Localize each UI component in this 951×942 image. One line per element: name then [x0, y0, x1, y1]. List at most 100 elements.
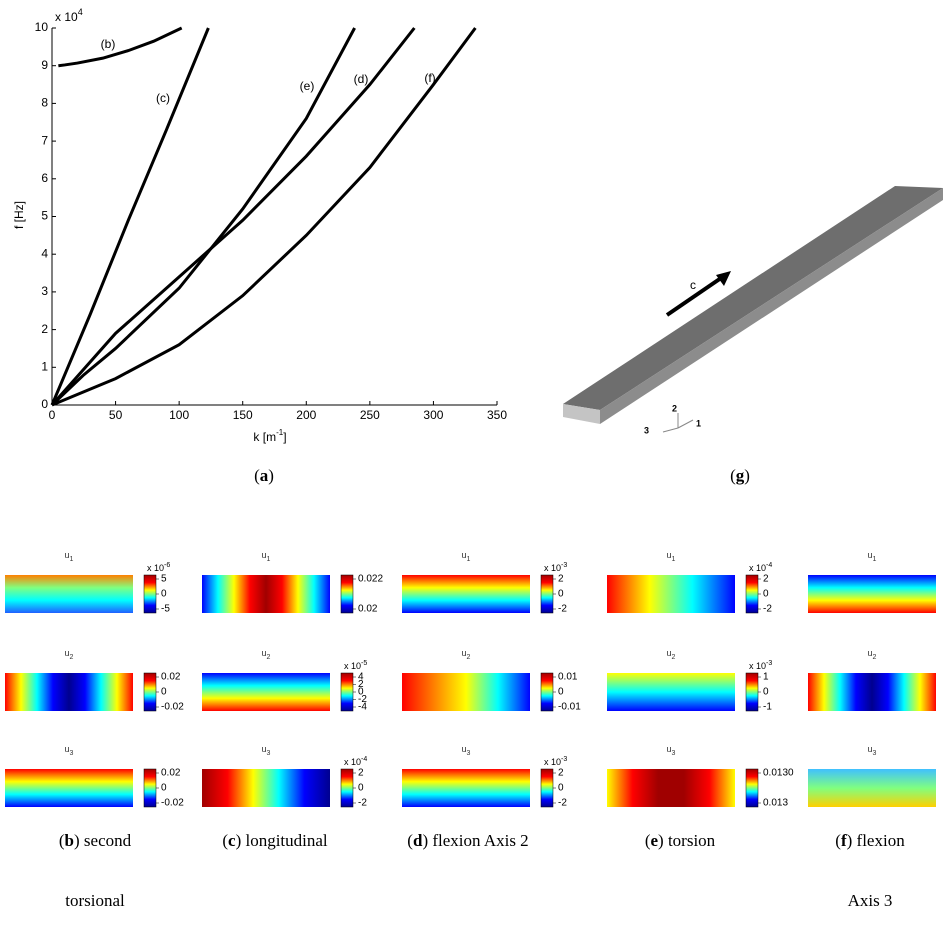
panel-title: u1 [868, 550, 877, 562]
multiplier-base: x 10 [544, 757, 561, 767]
panel-title-sub: 3 [873, 750, 877, 757]
panel-title-base: u [667, 744, 672, 754]
caption-open: ( [730, 466, 736, 485]
heatmap [202, 673, 330, 711]
panel-title-sub: 2 [267, 654, 271, 661]
colorbar-multiplier: x 10-4 [344, 756, 367, 768]
panel-title-sub: 1 [267, 556, 271, 563]
bar-top [563, 186, 943, 410]
heatmap [5, 769, 133, 807]
panel-title-base: u [462, 648, 467, 658]
heatmap [402, 575, 530, 613]
colorbar-label: 0.022 [358, 574, 383, 585]
colorbar-label: 0 [558, 589, 564, 600]
colorbar-label: 4 [358, 672, 364, 683]
colorbar-label: -4 [358, 702, 367, 713]
multiplier-base: x 10 [749, 661, 766, 671]
heatmap [5, 673, 133, 711]
multiplier-base: x 10 [749, 563, 766, 573]
heatmap [202, 769, 330, 807]
x-tick-label: 50 [109, 408, 123, 422]
y-tick-label: 0 [41, 397, 48, 411]
multiplier-exp: -4 [361, 756, 367, 763]
caption-open: ( [222, 831, 228, 850]
caption-letter: f [841, 831, 847, 850]
multiplier-exp: -3 [561, 756, 567, 763]
colorbar-label: 0.0130 [763, 768, 794, 779]
curve [50, 27, 356, 407]
colorbar-multiplier: x 10-5 [344, 660, 367, 672]
colorbar-label: 0.02 [161, 672, 181, 683]
panel-title-base: u [262, 550, 267, 560]
caption-open: ( [645, 831, 651, 850]
heatmap [5, 575, 133, 613]
colorbar-label: 0 [763, 687, 769, 698]
heatmap [202, 575, 330, 613]
caption: (c) longitudinal [222, 831, 328, 850]
colorbar [540, 768, 554, 808]
caption-rest: ) second [74, 831, 132, 850]
axis-multiplier: x 104 [55, 7, 83, 24]
panel-title-sub: 3 [672, 750, 676, 757]
colorbar-label: 0.02 [358, 604, 378, 615]
curve-label: (d) [354, 72, 369, 86]
y-tick-label: 10 [35, 20, 49, 34]
curve [58, 26, 183, 68]
caption-line2: Axis 3 [848, 891, 893, 910]
colorbar-label: 5 [161, 574, 167, 585]
y-tick-label: 3 [41, 284, 48, 298]
colorbar [340, 574, 354, 614]
multiplier-exp: -3 [766, 660, 772, 667]
heatmap [808, 769, 936, 807]
heatmap [808, 575, 936, 613]
colorbar-label: -0.02 [161, 798, 184, 809]
y-tick-label: 5 [41, 209, 48, 223]
multiplier-base: x 10 [344, 661, 361, 671]
panel-title-base: u [868, 648, 873, 658]
x-tick-label: 350 [487, 408, 507, 422]
panel-title: u2 [868, 648, 877, 660]
colorbar-label: 2 [558, 768, 564, 779]
y-tick-label: 7 [41, 133, 48, 147]
colorbar-label: -0.01 [558, 702, 581, 713]
panel-title-sub: 1 [467, 556, 471, 563]
heatmap [402, 769, 530, 807]
multiplier-base: x 10 [147, 563, 164, 573]
caption-open: ( [835, 831, 841, 850]
curve [50, 27, 416, 406]
heatmap [402, 673, 530, 711]
multiplier-base: x 10 [544, 563, 561, 573]
panel-title-sub: 3 [267, 750, 271, 757]
panel-title: u3 [868, 744, 877, 756]
heatmap [607, 769, 735, 807]
caption-letter: e [650, 831, 658, 850]
x-tick-label: 250 [360, 408, 380, 422]
y-tick-label: 1 [41, 359, 48, 373]
panel-title: u1 [462, 550, 471, 562]
panel-title-base: u [667, 648, 672, 658]
colorbar [143, 672, 157, 712]
caption: (d) flexion Axis 2 [407, 831, 528, 850]
colorbar-label: -2 [558, 798, 567, 809]
bar-end [563, 404, 600, 424]
y-axis-label: f [Hz] [12, 201, 26, 229]
caption-open: ( [254, 466, 260, 485]
panel-title: u1 [262, 550, 271, 562]
panel-title-sub: 2 [70, 654, 74, 661]
colorbar-label: 1 [763, 672, 769, 683]
panel-title-base: u [667, 550, 672, 560]
panel-title: u2 [462, 648, 471, 660]
axis [677, 419, 694, 429]
heatmap [607, 673, 735, 711]
colorbar-label: -2 [763, 604, 772, 615]
x-tick-label: 200 [296, 408, 316, 422]
y-tick-label: 4 [41, 246, 48, 260]
caption-letter: b [65, 831, 74, 850]
colorbar-label: -1 [763, 702, 772, 713]
caption: (g) [730, 466, 750, 485]
curve [51, 27, 477, 407]
colorbar [540, 574, 554, 614]
colorbar-label: -5 [161, 604, 170, 615]
caption-rest: ) torsion [658, 831, 716, 850]
multiplier-exp: 4 [78, 7, 83, 17]
